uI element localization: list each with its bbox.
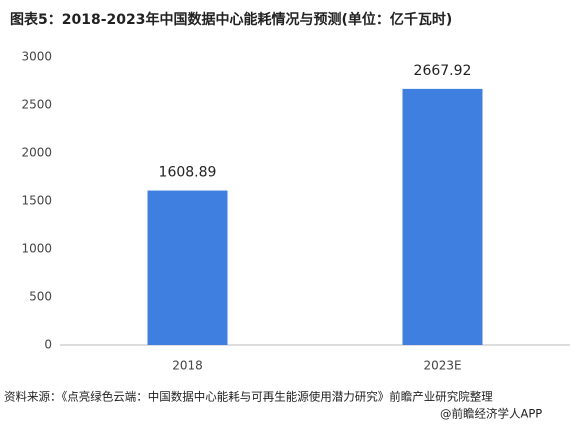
- y-tick-label: 1000: [21, 242, 52, 256]
- x-tick-label: 2018: [172, 359, 203, 373]
- bar: [147, 190, 228, 345]
- y-tick-label: 3000: [21, 50, 52, 64]
- y-tick-label: 500: [29, 290, 52, 304]
- watermark: @前瞻经济学人APP: [440, 407, 542, 421]
- x-tick-label: 2023E: [423, 359, 461, 373]
- value-label: 2667.92: [414, 63, 472, 79]
- chart-title: 图表5：2018-2023年中国数据中心能耗情况与预测(单位：亿千瓦时): [10, 11, 452, 28]
- y-tick-label: 1500: [21, 194, 52, 208]
- source-note: 资料来源：《点亮绿色云端：中国数据中心能耗与可再生能源使用潜力研究》前瞻产业研究…: [4, 390, 493, 404]
- bar: [402, 88, 483, 346]
- value-label: 1608.89: [159, 165, 217, 181]
- y-tick-label: 2500: [21, 98, 52, 112]
- y-tick-label: 2000: [21, 146, 52, 160]
- y-tick-label: 0: [44, 338, 52, 352]
